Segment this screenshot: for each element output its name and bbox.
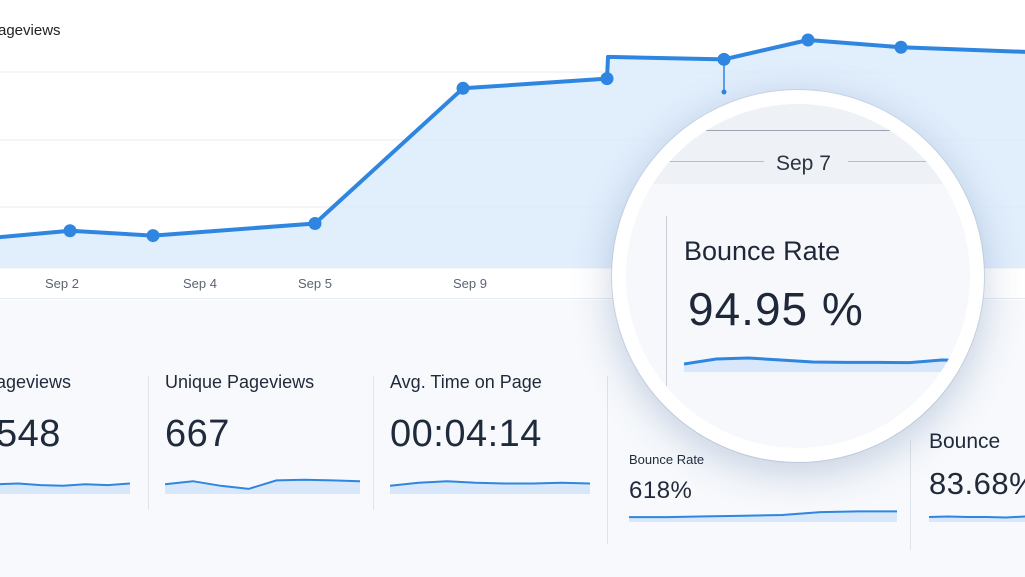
metric-pageviews[interactable]: ageviews 548 <box>0 372 130 494</box>
metric-bounce-rate[interactable]: Bounce Rate 618% <box>629 452 897 522</box>
metric-divider <box>910 440 911 550</box>
sparkline-line <box>684 356 970 366</box>
chart-data-point <box>801 33 815 47</box>
metric-sparkline <box>629 510 897 522</box>
metric-value: 83.68% <box>929 466 1025 501</box>
sparkline-line <box>0 482 130 487</box>
metric-avg-time-on-page[interactable]: Avg. Time on Page 00:04:14 <box>390 372 590 494</box>
sparkline-line <box>629 510 897 519</box>
metric-divider <box>607 376 608 544</box>
chart-data-point <box>308 217 322 231</box>
metric-label: Unique Pageviews <box>165 372 315 392</box>
sparkline-area <box>684 358 970 372</box>
chart-data-point <box>894 40 908 54</box>
metric-bounce[interactable]: Bounce 83.68% <box>929 430 1025 522</box>
metric-label: ageviews <box>0 372 72 392</box>
x-tick-label: Sep 9 <box>453 276 487 291</box>
x-tick-label: Sep 5 <box>298 276 332 291</box>
sparkline-area <box>165 479 360 494</box>
chart-data-point <box>146 229 160 243</box>
magnifier-gridline <box>706 130 896 131</box>
metric-sparkline <box>0 482 130 494</box>
sparkline-line <box>390 480 590 487</box>
x-tick-label: Sep 2 <box>45 276 79 291</box>
sparkline-line <box>165 478 360 490</box>
metric-unique-pageviews[interactable]: Unique Pageviews 667 <box>165 372 360 494</box>
sparkline-line <box>929 515 1025 519</box>
metric-value: 548 <box>0 413 61 455</box>
chart-data-point <box>600 72 614 86</box>
magnifier-gridline <box>848 161 958 162</box>
metric-value: 618% <box>629 477 693 504</box>
sparkline-area <box>629 511 897 522</box>
metric-value: 00:04:14 <box>390 413 542 455</box>
sparkline-area <box>390 481 590 494</box>
chart-data-point <box>63 224 77 238</box>
metric-sparkline <box>390 480 590 494</box>
axis-divider <box>0 298 1025 299</box>
metric-divider <box>148 376 149 510</box>
metric-label: Avg. Time on Page <box>390 372 542 392</box>
metric-sparkline <box>929 515 1025 522</box>
magnifier-callout: Sep 7 Bounce Rate 94.95 % <box>612 90 984 462</box>
hover-marker-dot <box>721 89 727 95</box>
magnifier-date: Sep 7 <box>776 152 831 175</box>
magnifier-divider <box>666 216 667 386</box>
metric-sparkline <box>165 478 360 494</box>
metric-label: Bounce <box>929 430 1001 453</box>
x-tick-label: Sep 4 <box>183 276 217 291</box>
metric-value: 667 <box>165 413 230 455</box>
chart-data-point <box>717 52 731 66</box>
magnifier-gridline <box>666 161 764 162</box>
chart-data-point <box>456 81 470 95</box>
chart-title: ageviews <box>0 22 61 39</box>
magnifier-sparkline <box>684 356 970 372</box>
magnifier-header-band <box>626 104 970 184</box>
sparkline-area <box>0 483 130 494</box>
metric-label: Bounce Rate <box>629 452 705 467</box>
magnifier-metric-label: Bounce Rate <box>684 236 841 266</box>
magnifier-metric-value: 94.95 % <box>688 283 864 335</box>
metric-divider <box>373 376 374 510</box>
